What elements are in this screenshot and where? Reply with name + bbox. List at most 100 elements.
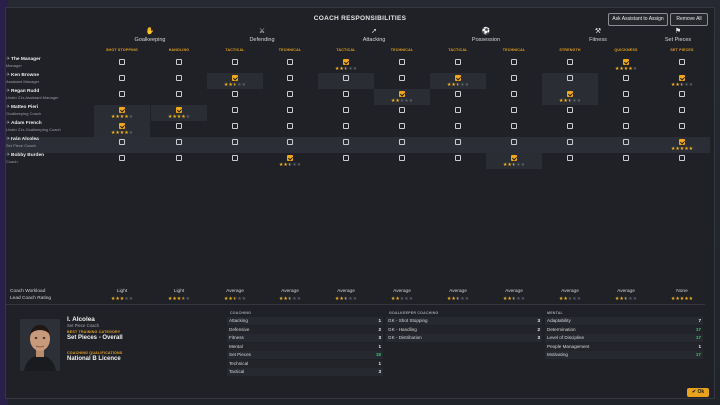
- responsibility-checkbox[interactable]: [343, 75, 349, 81]
- staff-row-bobby-burden[interactable]: ✈Bobby Burden Coach: [6, 152, 96, 168]
- responsibility-checkbox[interactable]: [455, 91, 461, 97]
- responsibility-checkbox[interactable]: [399, 139, 405, 145]
- responsibility-checkbox[interactable]: [287, 91, 293, 97]
- responsibility-checkbox[interactable]: [679, 91, 685, 97]
- responsibility-checkbox[interactable]: [511, 107, 517, 113]
- responsibility-checkbox[interactable]: [511, 139, 517, 145]
- responsibility-checkbox[interactable]: [176, 107, 182, 113]
- responsibility-checkbox[interactable]: [679, 155, 685, 161]
- responsibility-checkbox[interactable]: [623, 91, 629, 97]
- responsibility-checkbox[interactable]: [119, 91, 125, 97]
- staff-row-the-manager[interactable]: ✈The Manager Manager: [6, 56, 96, 72]
- responsibility-checkbox[interactable]: [511, 155, 517, 161]
- responsibility-checkbox[interactable]: [623, 75, 629, 81]
- responsibility-checkbox[interactable]: [287, 107, 293, 113]
- responsibility-checkbox[interactable]: [176, 139, 182, 145]
- responsibility-checkbox[interactable]: [343, 139, 349, 145]
- responsibility-checkbox[interactable]: [343, 91, 349, 97]
- responsibility-checkbox[interactable]: [455, 139, 461, 145]
- responsibility-checkbox[interactable]: [455, 123, 461, 129]
- profile-role: Set Piece Coach: [67, 323, 100, 328]
- responsibility-checkbox[interactable]: [232, 91, 238, 97]
- responsibility-checkbox[interactable]: [399, 59, 405, 65]
- responsibility-checkbox[interactable]: [679, 59, 685, 65]
- remove-all-button[interactable]: Remove All: [670, 13, 708, 26]
- responsibility-checkbox[interactable]: [343, 107, 349, 113]
- responsibility-checkbox[interactable]: [119, 155, 125, 161]
- staff-role: Under 21s Assistant Manager: [6, 95, 59, 100]
- responsibility-checkbox[interactable]: [287, 155, 293, 161]
- responsibility-checkbox[interactable]: [287, 123, 293, 129]
- responsibility-checkbox[interactable]: [232, 75, 238, 81]
- staff-name[interactable]: ✈Adam French: [6, 121, 42, 126]
- staff-name[interactable]: ✈Regan Rudd: [6, 89, 39, 94]
- responsibility-checkbox[interactable]: [455, 59, 461, 65]
- staff-row-iv-n-alcolea[interactable]: ✈Iván Alcolea Set Piece Coach: [6, 136, 96, 152]
- staff-row-matteo-pieri[interactable]: ✈Matteo Pieri Goalkeeping Coach: [6, 104, 96, 120]
- responsibility-checkbox[interactable]: [176, 59, 182, 65]
- responsibility-checkbox[interactable]: [232, 155, 238, 161]
- responsibility-checkbox[interactable]: [399, 123, 405, 129]
- responsibility-checkbox[interactable]: [119, 75, 125, 81]
- responsibility-checkbox[interactable]: [176, 155, 182, 161]
- responsibility-checkbox[interactable]: [119, 123, 125, 129]
- responsibility-checkbox[interactable]: [119, 59, 125, 65]
- responsibility-checkbox[interactable]: [399, 91, 405, 97]
- mental-row: Adaptability 7: [545, 317, 703, 325]
- staff-row-adam-french[interactable]: ✈Adam French Under 21s Goalkeeping Coach: [6, 120, 96, 136]
- responsibility-checkbox[interactable]: [455, 75, 461, 81]
- ok-button[interactable]: ✔ Ok: [687, 388, 709, 397]
- responsibility-checkbox[interactable]: [176, 75, 182, 81]
- responsibility-checkbox[interactable]: [119, 139, 125, 145]
- responsibility-checkbox[interactable]: [679, 123, 685, 129]
- responsibility-checkbox[interactable]: [623, 139, 629, 145]
- responsibility-checkbox[interactable]: [511, 75, 517, 81]
- responsibility-checkbox[interactable]: [232, 123, 238, 129]
- responsibility-checkbox[interactable]: [455, 107, 461, 113]
- attribute-name: GK - Shot Stopping: [388, 318, 428, 323]
- responsibility-checkbox[interactable]: [567, 155, 573, 161]
- responsibility-checkbox[interactable]: [399, 107, 405, 113]
- ask-assistant-button[interactable]: Ask Assistant to Assign: [608, 13, 668, 26]
- staff-name[interactable]: ✈Iván Alcolea: [6, 137, 39, 142]
- responsibility-checkbox[interactable]: [176, 123, 182, 129]
- responsibility-checkbox[interactable]: [287, 75, 293, 81]
- staff-name[interactable]: ✈Ken Browne: [6, 73, 39, 78]
- responsibility-checkbox[interactable]: [511, 59, 517, 65]
- staff-row-ken-browne[interactable]: ✈Ken Browne Assistant Manager: [6, 72, 96, 88]
- responsibility-checkbox[interactable]: [623, 155, 629, 161]
- responsibility-checkbox[interactable]: [399, 75, 405, 81]
- responsibility-checkbox[interactable]: [232, 139, 238, 145]
- attribute-name: Set Pieces: [229, 352, 251, 357]
- responsibility-checkbox[interactable]: [343, 155, 349, 161]
- responsibility-checkbox[interactable]: [567, 91, 573, 97]
- responsibility-checkbox[interactable]: [679, 75, 685, 81]
- responsibility-checkbox[interactable]: [511, 123, 517, 129]
- responsibility-checkbox[interactable]: [232, 59, 238, 65]
- responsibility-checkbox[interactable]: [567, 59, 573, 65]
- responsibility-checkbox[interactable]: [119, 107, 125, 113]
- responsibility-checkbox[interactable]: [623, 107, 629, 113]
- staff-name[interactable]: ✈Matteo Pieri: [6, 105, 38, 110]
- responsibility-checkbox[interactable]: [567, 107, 573, 113]
- responsibility-checkbox[interactable]: [343, 59, 349, 65]
- staff-name[interactable]: ✈The Manager: [6, 57, 41, 62]
- responsibility-checkbox[interactable]: [232, 107, 238, 113]
- responsibility-checkbox[interactable]: [567, 139, 573, 145]
- responsibility-checkbox[interactable]: [176, 91, 182, 97]
- staff-row-regan-rudd[interactable]: ✈Regan Rudd Under 21s Assistant Manager: [6, 88, 96, 104]
- responsibility-checkbox[interactable]: [623, 59, 629, 65]
- responsibility-checkbox[interactable]: [567, 75, 573, 81]
- responsibility-checkbox[interactable]: [399, 155, 405, 161]
- responsibility-checkbox[interactable]: [679, 139, 685, 145]
- responsibility-checkbox[interactable]: [679, 107, 685, 113]
- responsibility-checkbox[interactable]: [623, 123, 629, 129]
- profile-name[interactable]: I. Alcolea: [67, 316, 95, 323]
- responsibility-checkbox[interactable]: [567, 123, 573, 129]
- responsibility-checkbox[interactable]: [287, 139, 293, 145]
- staff-name[interactable]: ✈Bobby Burden: [6, 153, 44, 158]
- responsibility-checkbox[interactable]: [455, 155, 461, 161]
- responsibility-checkbox[interactable]: [511, 91, 517, 97]
- responsibility-checkbox[interactable]: [343, 123, 349, 129]
- responsibility-checkbox[interactable]: [287, 59, 293, 65]
